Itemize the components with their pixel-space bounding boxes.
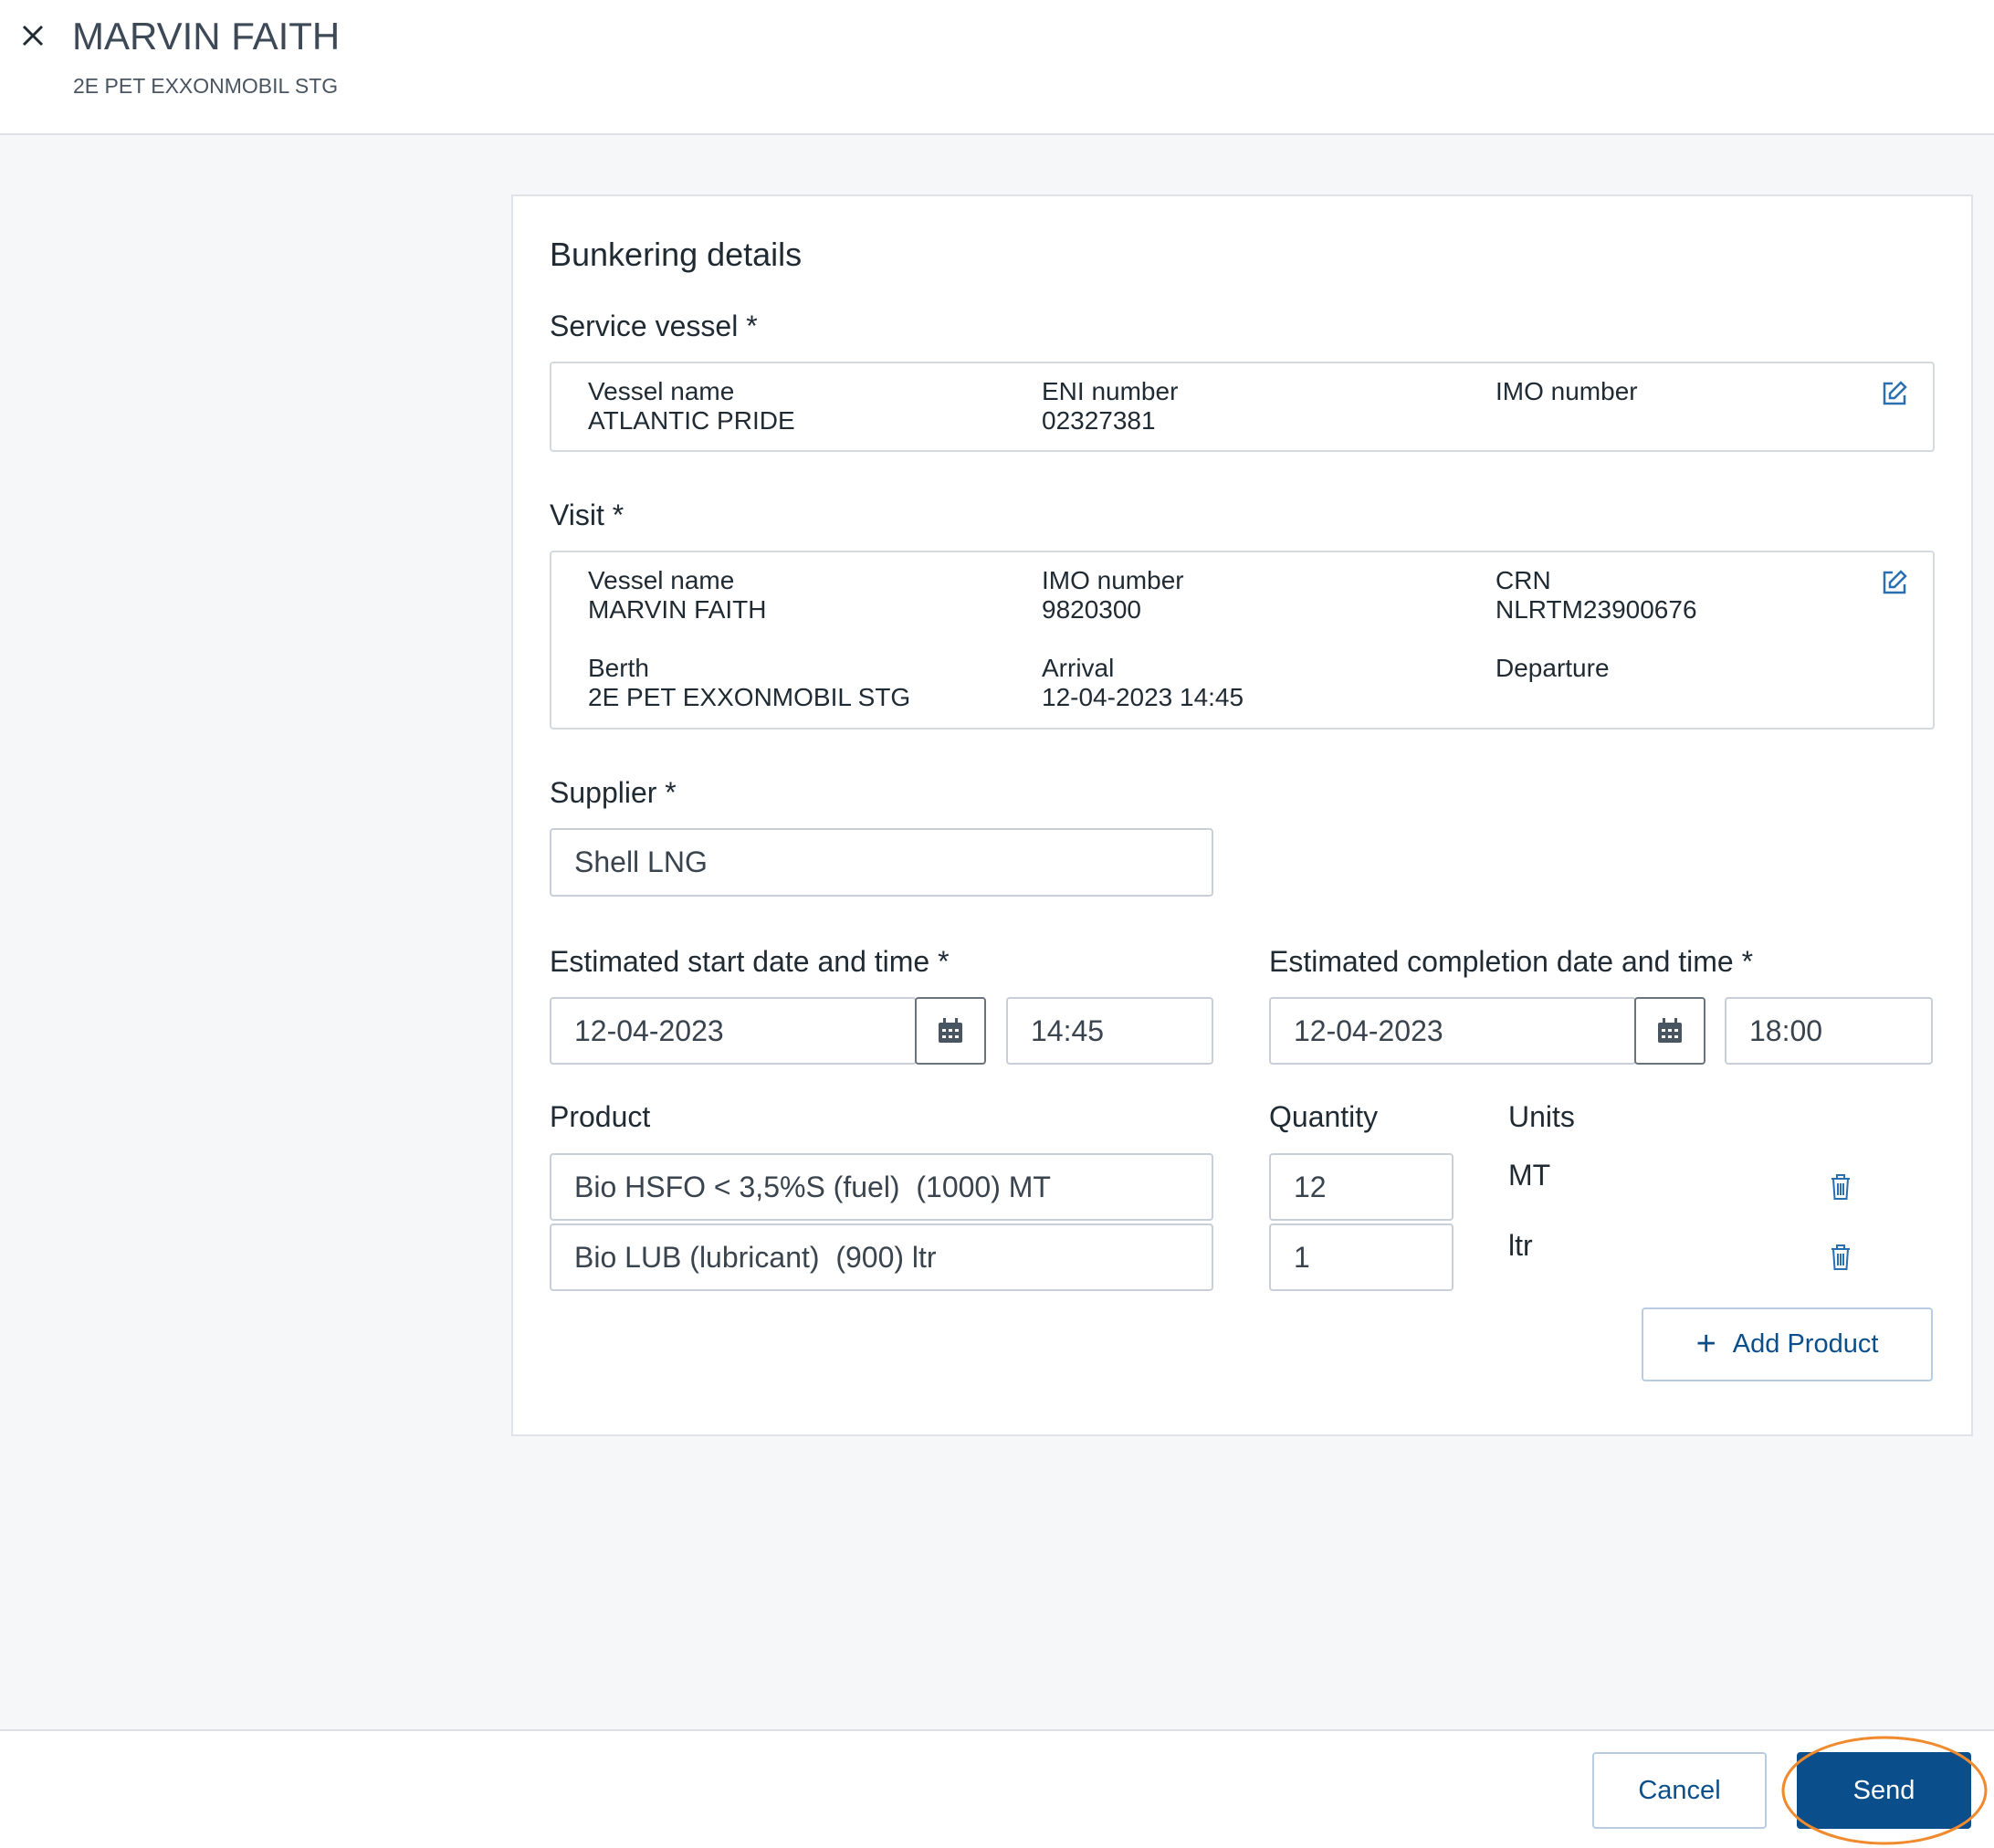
visit-box: [550, 551, 1935, 730]
unit-text: MT: [1508, 1159, 1551, 1192]
field-value: ATLANTIC PRIDE: [588, 406, 795, 435]
field-value: 2E PET EXXONMOBIL STG: [588, 683, 911, 711]
time-input[interactable]: 14:45: [1006, 997, 1213, 1065]
quantity-input[interactable]: 12: [1269, 1153, 1454, 1221]
quantity-input[interactable]: 1: [1269, 1223, 1454, 1291]
field-label: Estimated start date and time *: [550, 945, 950, 978]
field-label: Vessel name: [588, 377, 735, 405]
unit-text: ltr: [1508, 1229, 1533, 1262]
edit-icon[interactable]: [1881, 569, 1908, 596]
field-value: 02327381: [1042, 406, 1156, 435]
field-label: IMO number: [1042, 566, 1184, 594]
berth-subtitle: 2E PET EXXONMOBIL STG: [73, 74, 339, 98]
field-label: Vessel name: [588, 566, 735, 594]
calendar-button[interactable]: [915, 997, 986, 1065]
time-input[interactable]: 18:00: [1725, 997, 1933, 1065]
trash-icon: [1831, 1244, 1850, 1270]
send-button[interactable]: Send: [1797, 1752, 1971, 1829]
highlight-ellipse: [1781, 1736, 1988, 1845]
field-value: NLRTM23900676: [1496, 595, 1697, 624]
calendar-icon: [1658, 1018, 1682, 1043]
column-label: Product: [550, 1100, 651, 1133]
date-input[interactable]: 12-04-2023: [1269, 997, 1636, 1065]
delete-button[interactable]: [1830, 1173, 1852, 1201]
date-input[interactable]: 12-04-2023: [550, 997, 917, 1065]
field-label: CRN: [1496, 566, 1551, 594]
field-label: Arrival: [1042, 654, 1115, 682]
field-value: MARVIN FAITH: [588, 595, 767, 624]
field-label: Supplier *: [550, 776, 677, 809]
calendar-button[interactable]: [1634, 997, 1705, 1065]
product-input[interactable]: Bio LUB (lubricant) (900) ltr: [550, 1223, 1213, 1291]
calendar-icon: [939, 1018, 962, 1043]
section-label: Visit *: [550, 499, 624, 531]
field-label: Estimated completion date and time *: [1269, 945, 1754, 978]
delete-button[interactable]: [1830, 1244, 1852, 1271]
service-vessel-box: [550, 362, 1935, 452]
column-label: Quantity: [1269, 1100, 1379, 1133]
column-label: Units: [1508, 1100, 1575, 1133]
field-value: 9820300: [1042, 595, 1142, 624]
product-input[interactable]: Bio HSFO < 3,5%S (fuel) (1000) MT: [550, 1153, 1213, 1221]
plus-icon: +: [1695, 1325, 1716, 1363]
field-value: 12-04-2023 14:45: [1042, 683, 1244, 711]
card-title: Bunkering details: [550, 236, 803, 273]
add-product-button[interactable]: + Add Product: [1642, 1307, 1933, 1381]
header: [0, 0, 1994, 135]
vessel-title: MARVIN FAITH: [72, 15, 341, 58]
field-label: Berth: [588, 654, 649, 682]
supplier-input[interactable]: Shell LNG: [550, 828, 1213, 897]
field-label: ENI number: [1042, 377, 1179, 405]
footer-divider: [0, 1729, 1994, 1731]
close-icon[interactable]: [22, 25, 44, 47]
button-label: Add Product: [1732, 1329, 1879, 1359]
field-label: Departure: [1496, 654, 1610, 682]
cancel-button[interactable]: Cancel: [1592, 1752, 1767, 1829]
section-label: Service vessel *: [550, 310, 758, 342]
field-label: IMO number: [1496, 377, 1638, 405]
edit-icon[interactable]: [1881, 380, 1908, 407]
trash-icon: [1831, 1174, 1850, 1200]
